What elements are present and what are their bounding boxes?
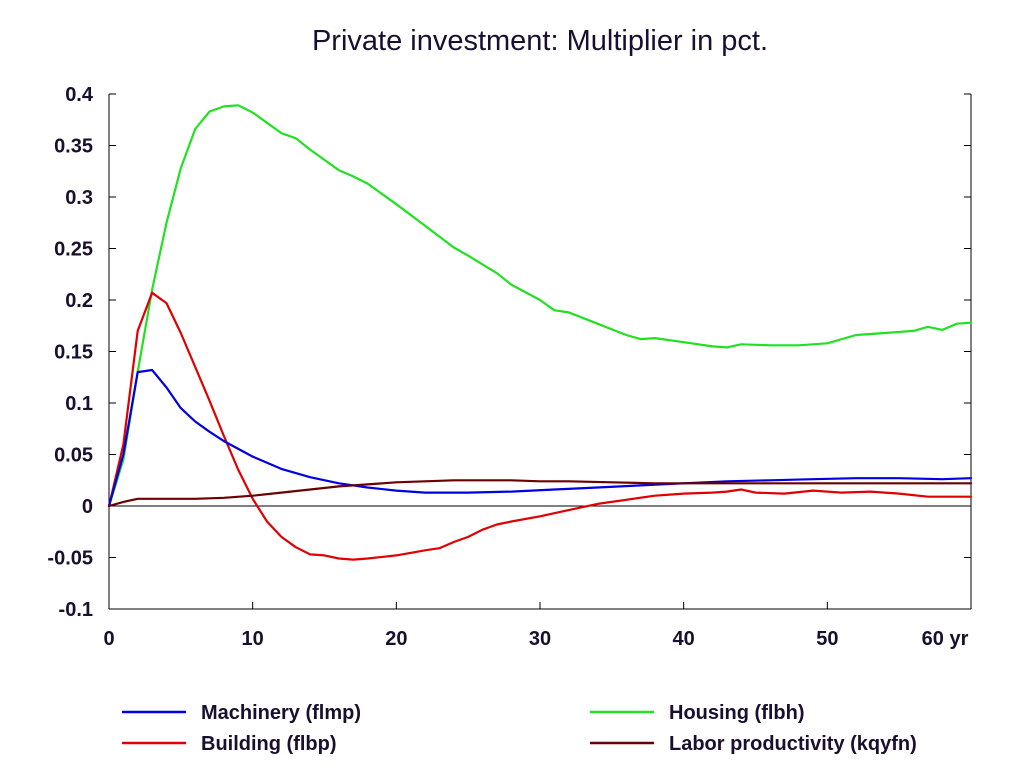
series-line-machinery-flmp <box>107 368 973 508</box>
plot-frame <box>108 94 972 610</box>
legend-label: Labor productivity (kqyfn) <box>669 733 917 755</box>
series-lines <box>107 104 973 561</box>
x-axis-ticks: 0 10 20 30 40 50 60 yr <box>103 602 972 650</box>
y-tick-label: 0.25 <box>54 239 93 261</box>
x-tick-label: 30 <box>529 628 551 650</box>
series-line-labor-productivity-kqyfn <box>107 479 973 508</box>
y-tick-label: 0.05 <box>54 445 93 467</box>
y-tick-label: -0.1 <box>59 599 93 621</box>
legend-label: Building (flbp) <box>201 733 337 755</box>
x-tick-label: 50 <box>816 628 838 650</box>
y-tick-label: 0.15 <box>54 342 93 364</box>
y-tick-label: 0.3 <box>65 187 93 209</box>
y-tick-label: -0.05 <box>47 548 93 570</box>
x-tick-label: 20 <box>385 628 407 650</box>
y-tick-label: 0.4 <box>65 84 94 106</box>
y-tick-label: 0.1 <box>65 393 93 415</box>
y-tick-label: 0.35 <box>54 136 93 158</box>
legend-label: Housing (flbh) <box>669 702 805 724</box>
x-tick-label: 10 <box>242 628 264 650</box>
x-tick-label: 60 yr <box>922 628 969 650</box>
series-line-building-flbp <box>107 291 973 561</box>
series-line-housing-flbh <box>107 104 973 508</box>
y-tick-label: 0.2 <box>65 290 93 312</box>
y-tick-label: 0 <box>82 496 93 518</box>
legend-label: Machinery (flmp) <box>201 702 361 724</box>
x-tick-label: 40 <box>673 628 695 650</box>
x-tick-label: 0 <box>103 628 114 650</box>
chart-title: Private investment: Multiplier in pct. <box>312 25 768 57</box>
legend: Machinery (flmp) Building (flbp) Housing (… <box>122 702 917 755</box>
y-axis-ticks: -0.1 -0.05 0 0.05 0.1 0.15 0.2 0.25 0.3 0.35 0.4 <box>47 84 971 621</box>
